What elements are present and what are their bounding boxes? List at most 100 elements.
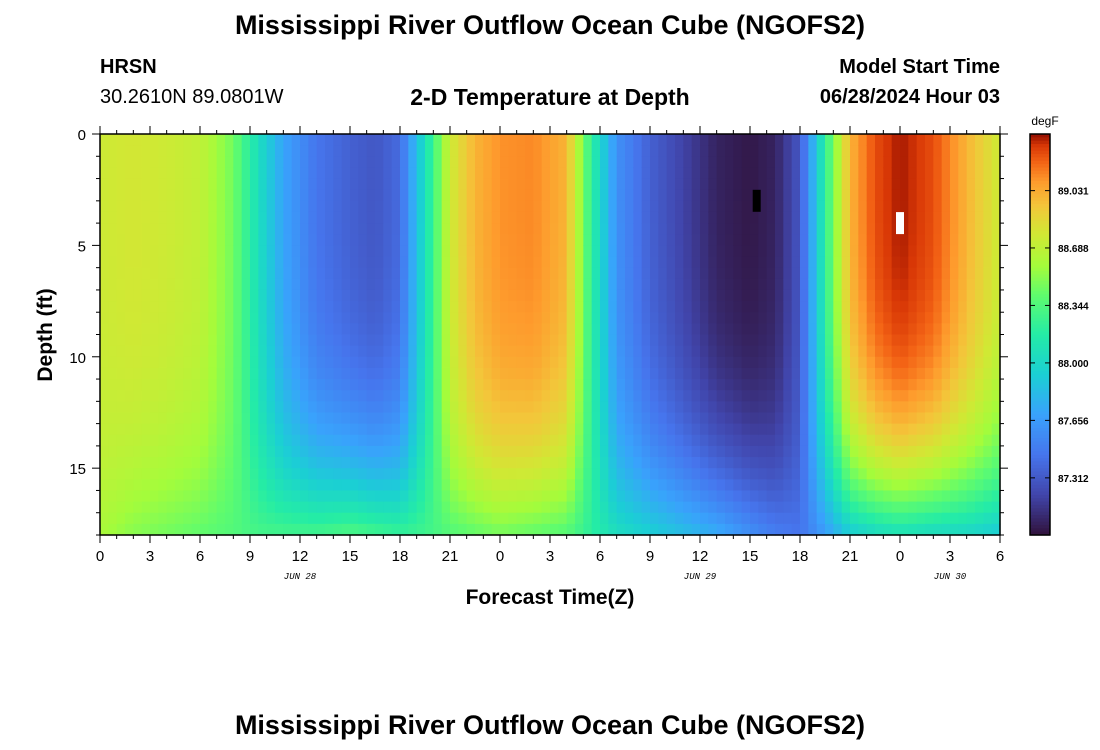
heatmap-cell <box>625 445 634 458</box>
extreme-markers <box>752 189 904 235</box>
heatmap-cell <box>858 312 868 324</box>
heatmap-cell <box>991 156 1001 169</box>
heatmap-cell <box>558 200 568 213</box>
heatmap-cell <box>833 156 843 169</box>
heatmap-cell <box>741 189 751 202</box>
colorbar-segment <box>1030 260 1050 265</box>
heatmap-cell <box>408 223 418 235</box>
heatmap-cell <box>325 367 334 380</box>
colorbar-segment <box>1030 464 1050 469</box>
heatmap-cell <box>841 323 851 336</box>
heatmap-cell <box>433 234 443 246</box>
heatmap-cell <box>625 367 634 380</box>
heatmap-cell <box>825 245 834 258</box>
heatmap-cell <box>958 211 968 224</box>
heatmap-cell <box>658 301 668 313</box>
heatmap-cell <box>775 334 784 347</box>
colorbar-segment <box>1030 174 1050 179</box>
heatmap-cell <box>150 267 159 280</box>
heatmap-cell <box>858 301 868 313</box>
heatmap-cell <box>533 356 543 369</box>
heatmap-cell <box>725 156 734 169</box>
heatmap-cell <box>816 356 826 369</box>
heatmap-cell <box>200 178 209 191</box>
heatmap-cell <box>550 401 559 414</box>
heatmap-cell <box>158 434 168 447</box>
heatmap-cell <box>150 323 159 336</box>
heatmap-cell <box>225 256 234 269</box>
heatmap-cell <box>658 234 668 246</box>
heatmap-cell <box>566 356 576 369</box>
heatmap-cell <box>583 234 593 246</box>
heatmap-cell <box>191 156 201 169</box>
heatmap-cell <box>183 445 193 458</box>
heatmap-cell <box>316 367 326 380</box>
heatmap-cell <box>108 145 118 157</box>
heatmap-cell <box>908 278 918 291</box>
heatmap-cell <box>941 289 951 302</box>
heatmap-cell <box>108 501 118 514</box>
heatmap-cell <box>275 189 284 202</box>
heatmap-cell <box>850 468 859 480</box>
heatmap-cell <box>708 445 718 458</box>
heatmap-cell <box>266 490 276 503</box>
heatmap-cell <box>825 490 834 503</box>
heatmap-cell <box>266 412 276 425</box>
heatmap-cell <box>258 134 268 146</box>
heatmap-cell <box>183 312 193 324</box>
heatmap-cell <box>141 367 151 380</box>
heatmap-cell <box>550 278 559 291</box>
heatmap-cell <box>250 189 259 202</box>
heatmap-cell <box>108 479 118 492</box>
y-tick-label: 15 <box>69 461 86 478</box>
heatmap-cell <box>650 323 659 336</box>
heatmap-cell <box>116 490 126 503</box>
heatmap-cell <box>266 501 276 514</box>
heatmap-cell <box>425 479 434 492</box>
heatmap-cell <box>658 267 668 280</box>
heatmap-cell <box>883 367 893 380</box>
heatmap-cell <box>108 434 118 447</box>
heatmap-cell <box>325 211 334 224</box>
heatmap-cell <box>158 211 168 224</box>
heatmap-cell <box>791 423 801 436</box>
heatmap-cell <box>883 223 893 235</box>
heatmap-cell <box>250 301 259 313</box>
heatmap-cell <box>108 167 118 180</box>
heatmap-cell <box>791 200 801 213</box>
heatmap-cell <box>841 457 851 469</box>
heatmap-cell <box>900 423 909 436</box>
heatmap-cell <box>325 323 334 336</box>
heatmap-cell <box>233 167 243 180</box>
heatmap-cell <box>183 323 193 336</box>
heatmap-cell <box>200 479 209 492</box>
heatmap-cell <box>183 512 193 525</box>
heatmap-cell <box>758 501 768 514</box>
heatmap-cell <box>125 501 134 514</box>
heatmap-cell <box>733 423 743 436</box>
heatmap-cell <box>133 345 143 358</box>
heatmap-cell <box>883 390 893 402</box>
heatmap-cell <box>141 301 151 313</box>
heatmap-cell <box>383 356 393 369</box>
heatmap-cell <box>583 145 593 157</box>
heatmap-cell <box>241 245 251 258</box>
colorbar-segment <box>1030 197 1050 202</box>
heatmap-cell <box>858 156 868 169</box>
heatmap-cell <box>208 267 218 280</box>
heatmap-cell <box>508 245 518 258</box>
heatmap-cell <box>341 457 351 469</box>
heatmap-cell <box>483 289 493 302</box>
heatmap-cell <box>983 234 993 246</box>
heatmap-cell <box>508 189 518 202</box>
heatmap-cell <box>391 512 401 525</box>
heatmap-cell <box>500 167 509 180</box>
heatmap-cell <box>866 523 876 536</box>
heatmap-cell <box>175 134 184 146</box>
heatmap-cell <box>791 145 801 157</box>
heatmap-cell <box>416 256 426 269</box>
heatmap-cell <box>308 479 318 492</box>
heatmap-cell <box>683 501 693 514</box>
heatmap-cell <box>716 245 726 258</box>
heatmap-cell <box>841 468 851 480</box>
